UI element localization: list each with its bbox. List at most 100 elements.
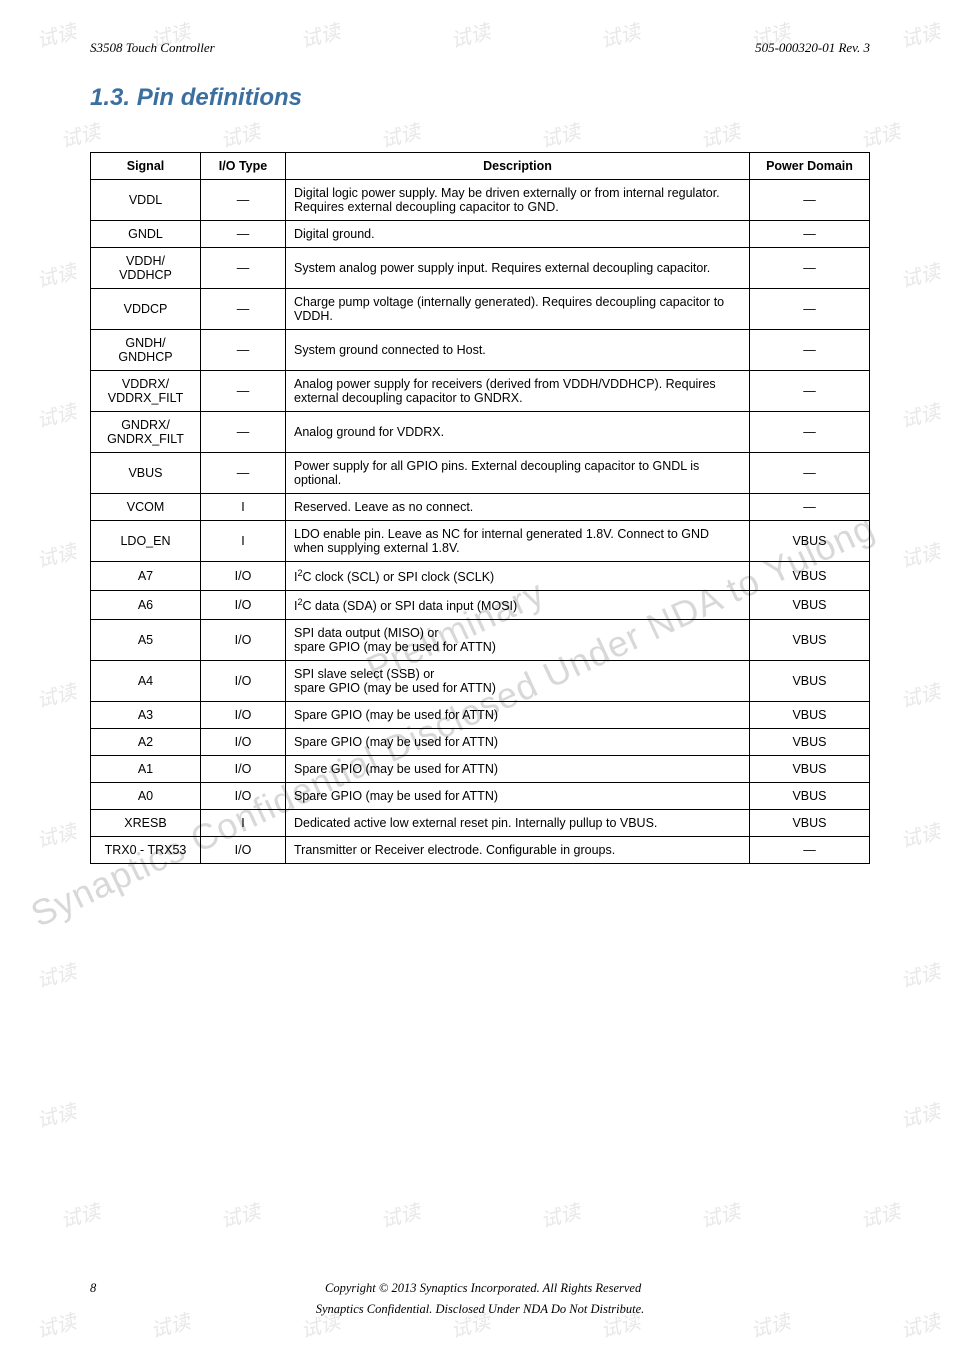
cell-io-type: I/O [201,729,286,756]
cell-signal: VDDH/VDDHCP [91,248,201,289]
page-header: S3508 Touch Controller 505-000320-01 Rev… [90,40,870,56]
cell-signal: VDDL [91,180,201,221]
cell-description: Analog power supply for receivers (deriv… [286,371,750,412]
cell-io-type: — [201,330,286,371]
table-row: A4I/OSPI slave select (SSB) orspare GPIO… [91,661,870,702]
watermark: 试读 [33,395,79,433]
cell-power-domain: — [750,330,870,371]
cell-description: SPI slave select (SSB) orspare GPIO (may… [286,661,750,702]
watermark: 试读 [377,1195,423,1233]
cell-io-type: I/O [201,562,286,591]
table-row: LDO_ENILDO enable pin. Leave as NC for i… [91,521,870,562]
cell-io-type: I/O [201,661,286,702]
cell-power-domain: — [750,180,870,221]
table-row: VBUS—Power supply for all GPIO pins. Ext… [91,453,870,494]
table-row: VDDL—Digital logic power supply. May be … [91,180,870,221]
table-row: A5I/OSPI data output (MISO) orspare GPIO… [91,620,870,661]
col-signal: Signal [91,153,201,180]
cell-power-domain: VBUS [750,783,870,810]
page-number: 8 [90,1281,96,1296]
table-row: A1I/OSpare GPIO (may be used for ATTN)VB… [91,756,870,783]
table-row: A2I/OSpare GPIO (may be used for ATTN)VB… [91,729,870,756]
cell-io-type: I/O [201,756,286,783]
col-io-type: I/O Type [201,153,286,180]
cell-description: I2C data (SDA) or SPI data input (MOSI) [286,591,750,620]
cell-description: Reserved. Leave as no connect. [286,494,750,521]
table-row: VDDH/VDDHCP—System analog power supply i… [91,248,870,289]
watermark: 试读 [33,1095,79,1133]
cell-power-domain: VBUS [750,729,870,756]
cell-signal: TRX0 - TRX53 [91,837,201,864]
cell-signal: A1 [91,756,201,783]
table-row: XRESBIDedicated active low external rese… [91,810,870,837]
copyright-line: Copyright © 2013 Synaptics Incorporated.… [90,1281,870,1296]
watermark: 试读 [33,675,79,713]
cell-power-domain: VBUS [750,756,870,783]
table-header-row: Signal I/O Type Description Power Domain [91,153,870,180]
pin-definitions-table: Signal I/O Type Description Power Domain… [90,152,870,864]
cell-power-domain: — [750,494,870,521]
section-title: 1.3. Pin definitions [90,84,870,112]
table-row: A3I/OSpare GPIO (may be used for ATTN)VB… [91,702,870,729]
watermark: 试读 [33,15,79,53]
cell-io-type: — [201,248,286,289]
watermark: 试读 [897,535,943,573]
cell-power-domain: — [750,221,870,248]
table-row: GNDL—Digital ground.— [91,221,870,248]
cell-description: Spare GPIO (may be used for ATTN) [286,783,750,810]
cell-power-domain: — [750,837,870,864]
watermark: 试读 [33,815,79,853]
cell-description: System analog power supply input. Requir… [286,248,750,289]
watermark: 试读 [897,255,943,293]
table-row: TRX0 - TRX53I/OTransmitter or Receiver e… [91,837,870,864]
cell-signal: A3 [91,702,201,729]
table-row: VCOMIReserved. Leave as no connect.— [91,494,870,521]
cell-signal: A6 [91,591,201,620]
cell-io-type: — [201,180,286,221]
cell-io-type: I [201,521,286,562]
watermark: 试读 [897,1305,943,1343]
cell-description: SPI data output (MISO) orspare GPIO (may… [286,620,750,661]
cell-power-domain: VBUS [750,661,870,702]
col-power-domain: Power Domain [750,153,870,180]
cell-io-type: I/O [201,620,286,661]
cell-description: I2C clock (SCL) or SPI clock (SCLK) [286,562,750,591]
cell-power-domain: VBUS [750,562,870,591]
table-row: A0I/OSpare GPIO (may be used for ATTN)VB… [91,783,870,810]
cell-power-domain: — [750,248,870,289]
watermark: 试读 [897,1095,943,1133]
cell-power-domain: VBUS [750,521,870,562]
cell-signal: VDDCP [91,289,201,330]
cell-description: Spare GPIO (may be used for ATTN) [286,756,750,783]
cell-signal: A4 [91,661,201,702]
cell-power-domain: VBUS [750,702,870,729]
page-footer: 8 Copyright © 2013 Synaptics Incorporate… [90,1281,870,1317]
cell-signal: GNDRX/GNDRX_FILT [91,412,201,453]
cell-power-domain: — [750,289,870,330]
cell-io-type: — [201,412,286,453]
cell-signal: VDDRX/VDDRX_FILT [91,371,201,412]
cell-description: Spare GPIO (may be used for ATTN) [286,702,750,729]
cell-power-domain: VBUS [750,810,870,837]
cell-signal: A2 [91,729,201,756]
cell-power-domain: VBUS [750,620,870,661]
cell-power-domain: — [750,371,870,412]
header-left: S3508 Touch Controller [90,40,215,56]
cell-signal: VCOM [91,494,201,521]
cell-signal: XRESB [91,810,201,837]
cell-io-type: I [201,494,286,521]
table-row: A6I/OI2C data (SDA) or SPI data input (M… [91,591,870,620]
cell-io-type: — [201,371,286,412]
cell-signal: LDO_EN [91,521,201,562]
watermark: 试读 [33,255,79,293]
cell-io-type: I/O [201,591,286,620]
col-description: Description [286,153,750,180]
cell-io-type: — [201,221,286,248]
cell-signal: GNDL [91,221,201,248]
cell-description: Charge pump voltage (internally generate… [286,289,750,330]
cell-signal: A7 [91,562,201,591]
cell-io-type: I/O [201,837,286,864]
cell-description: System ground connected to Host. [286,330,750,371]
cell-io-type: I/O [201,702,286,729]
watermark: 试读 [697,1195,743,1233]
